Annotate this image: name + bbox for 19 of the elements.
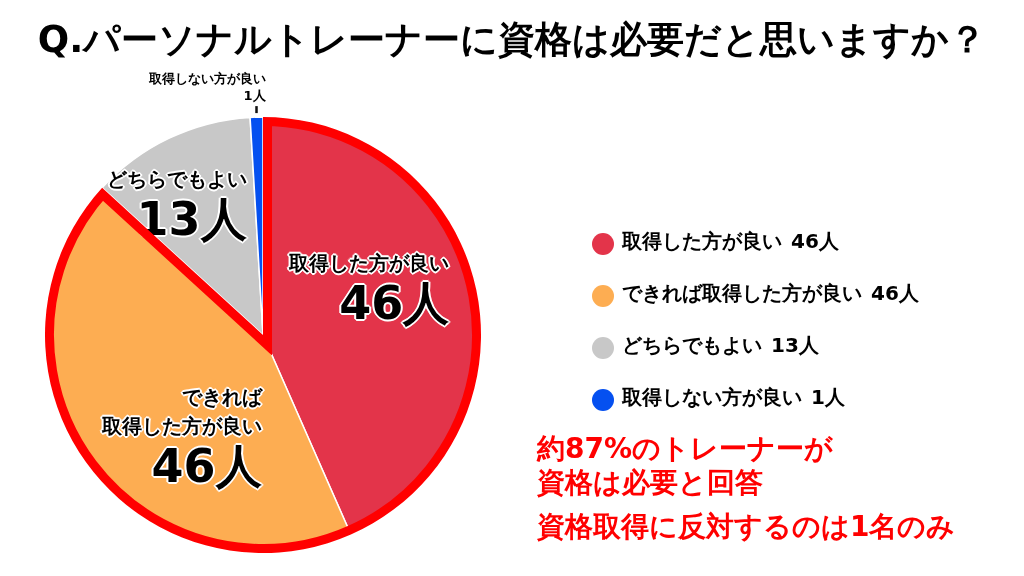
text: 46人 [871,281,919,305]
legend-label: 取得しない方が良い [622,385,802,409]
text: 13人 [771,333,819,357]
chart-title: Q.パーソナルトレーナーに資格は必要だと思いますか？ [37,18,987,61]
legend-label: できれば取得した方が良い [622,281,862,305]
data-label: 13人 [136,191,247,246]
slice-label: どちらでもよい [106,166,247,191]
text: 約87%のトレーナーが資格は必要と回答 [537,432,834,499]
legend-label: どちらでもよい [622,333,762,357]
data-label: 46人 [151,438,262,493]
legend-label: 取得した方が良い [622,229,782,253]
data-label: 1人 [243,88,266,104]
slice-label: できれば取得した方が良い [101,384,262,438]
text: 資格取得に反対するのは1名のみ [537,510,956,543]
text: 46人 [791,229,839,253]
slice-label: 取得しない方が良い [148,71,266,87]
slice-label: 取得した方が良い [289,250,450,275]
data-label: 46人 [339,275,450,330]
text: 1人 [811,385,845,409]
